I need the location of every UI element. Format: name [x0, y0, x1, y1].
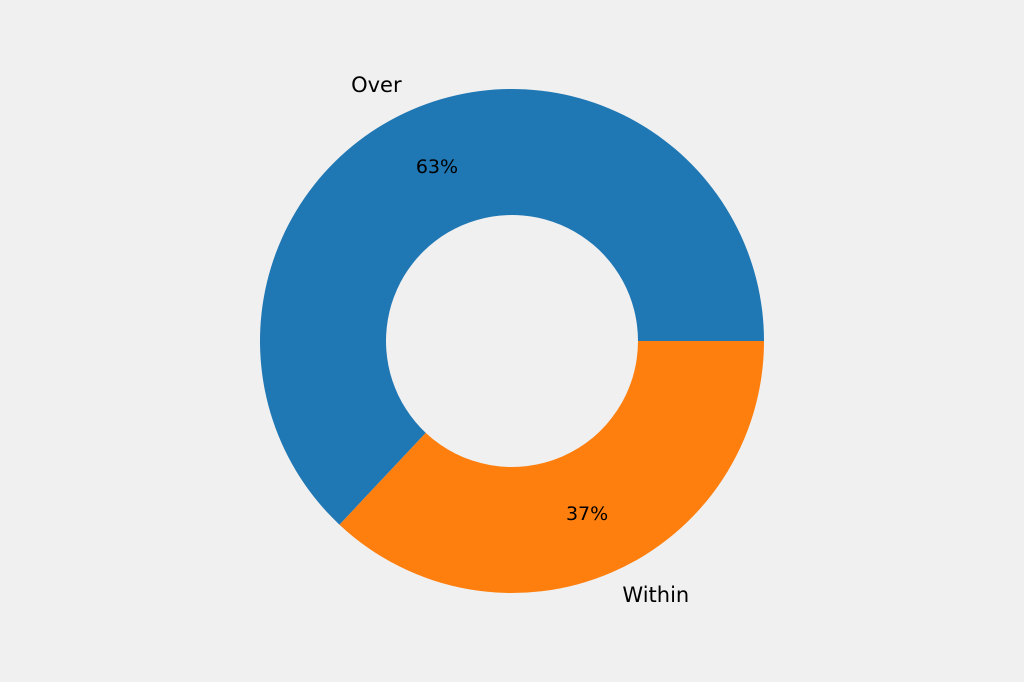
- slice-within: [339, 341, 764, 594]
- slices-group: [260, 89, 764, 594]
- slice-over: [260, 89, 764, 525]
- slice-label-over: Over: [351, 73, 402, 97]
- percent-label-over: 63%: [416, 156, 458, 178]
- slice-label-within: Within: [622, 583, 689, 607]
- labels-group: Over 63% Within 37%: [351, 73, 689, 607]
- percent-label-within: 37%: [566, 503, 608, 525]
